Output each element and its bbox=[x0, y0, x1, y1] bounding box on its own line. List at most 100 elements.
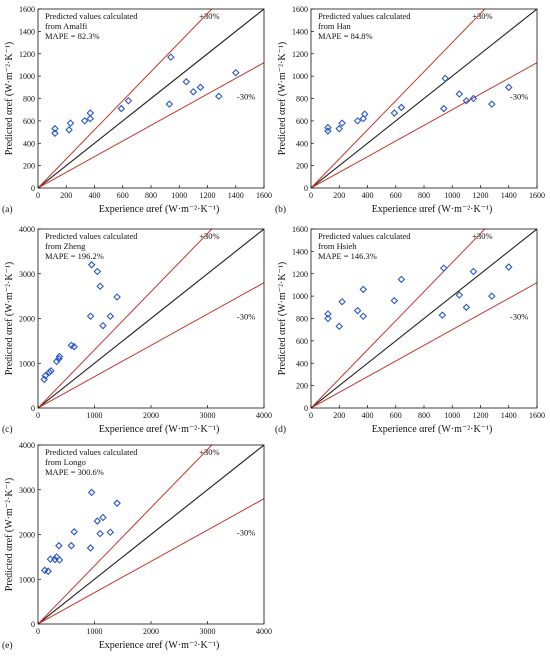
y-tick-label: 1000 bbox=[292, 72, 308, 81]
data-point bbox=[324, 314, 332, 323]
data-points bbox=[40, 261, 121, 384]
y-tick-label: 1600 bbox=[292, 5, 308, 14]
data-point bbox=[359, 312, 368, 321]
y-tick-label: 0 bbox=[31, 620, 35, 629]
x-tick-label: 600 bbox=[390, 191, 402, 200]
y-tick-label: 600 bbox=[296, 117, 308, 126]
annotation-line: Predicted values calculated bbox=[318, 11, 411, 21]
x-tick-label: 600 bbox=[117, 191, 129, 200]
data-points bbox=[324, 263, 513, 331]
x-tick-label: 0 bbox=[309, 411, 313, 420]
x-tick-label: 0 bbox=[36, 411, 40, 420]
annotation-line: Predicted values calculated bbox=[45, 231, 138, 241]
y-tick-label: 0 bbox=[31, 184, 35, 193]
data-point bbox=[231, 68, 240, 77]
reference-lines bbox=[311, 9, 537, 188]
upper-band-line bbox=[311, 9, 486, 188]
y-tick-label: 4000 bbox=[19, 441, 35, 450]
data-point bbox=[113, 293, 121, 301]
y-tick-label: 1600 bbox=[292, 225, 308, 234]
data-point bbox=[51, 129, 59, 137]
x-tick-label: 1600 bbox=[529, 191, 545, 200]
data-point bbox=[106, 528, 115, 537]
data-point bbox=[41, 372, 50, 380]
data-point bbox=[469, 94, 478, 103]
annotation-line: MAPE = 146.3% bbox=[318, 251, 377, 261]
lower-band-line bbox=[38, 62, 264, 188]
y-tick-label: 1000 bbox=[19, 575, 35, 584]
panel-label: (c) bbox=[2, 424, 13, 435]
annotation-line: from Hsieh bbox=[318, 241, 357, 251]
data-point bbox=[45, 368, 54, 376]
data-point bbox=[44, 567, 52, 575]
reference-lines bbox=[38, 9, 264, 188]
x-axis-title: Experience αref (W·m⁻²·K⁻¹) bbox=[372, 204, 493, 215]
y-tick-label: 200 bbox=[296, 162, 308, 171]
data-point bbox=[189, 88, 198, 96]
data-point bbox=[67, 541, 76, 550]
y-tick-label: 1600 bbox=[19, 5, 35, 14]
diagonal-line bbox=[38, 229, 264, 408]
annotation-line: Predicted values calculated bbox=[318, 231, 411, 241]
data-point bbox=[504, 263, 513, 271]
annotation-line: Predicted values calculated bbox=[45, 447, 138, 457]
y-tick-label: 200 bbox=[23, 162, 35, 171]
data-point bbox=[87, 488, 96, 497]
data-point bbox=[335, 124, 344, 133]
data-point bbox=[93, 267, 102, 276]
annotation-line: MAPE = 84.8% bbox=[318, 31, 373, 41]
data-point bbox=[455, 90, 464, 98]
x-tick-label: 1200 bbox=[473, 191, 489, 200]
x-tick-label: 200 bbox=[333, 411, 345, 420]
data-point bbox=[96, 529, 104, 538]
y-tick-label: 400 bbox=[23, 139, 35, 148]
x-tick-label: 1000 bbox=[444, 411, 460, 420]
y-tick-label: 1200 bbox=[292, 270, 308, 279]
data-point bbox=[324, 123, 332, 132]
data-point bbox=[390, 109, 399, 117]
data-point bbox=[439, 104, 448, 113]
data-point bbox=[196, 83, 205, 92]
data-point bbox=[47, 367, 55, 375]
annotation-line: from Longo bbox=[45, 457, 86, 467]
data-point bbox=[359, 114, 368, 123]
data-point bbox=[504, 83, 513, 92]
panel-label: (a) bbox=[2, 204, 13, 215]
x-axis-title: Experience αref (W·m⁻²·K⁻¹) bbox=[372, 424, 493, 435]
reference-lines bbox=[311, 229, 537, 408]
data-point bbox=[117, 104, 126, 113]
data-point bbox=[441, 74, 449, 83]
upper-band-label: +30% bbox=[472, 231, 492, 241]
upper-band-line bbox=[311, 229, 486, 408]
x-tick-label: 3000 bbox=[200, 627, 216, 636]
data-point bbox=[51, 555, 59, 564]
data-point bbox=[324, 127, 332, 135]
diagonal-line bbox=[38, 9, 264, 188]
y-tick-label: 600 bbox=[296, 337, 308, 346]
x-tick-label: 0 bbox=[36, 191, 40, 200]
x-tick-label: 400 bbox=[362, 411, 374, 420]
annotation-line: from Amalfi bbox=[45, 21, 88, 31]
data-point bbox=[55, 541, 63, 550]
data-point bbox=[55, 556, 64, 564]
data-point bbox=[488, 292, 496, 300]
data-point bbox=[438, 311, 447, 319]
annotation-line: MAPE = 300.6% bbox=[45, 467, 104, 477]
x-tick-label: 2000 bbox=[143, 411, 159, 420]
y-tick-label: 3000 bbox=[19, 486, 35, 495]
y-tick-label: 1000 bbox=[19, 359, 35, 368]
y-tick-label: 600 bbox=[23, 117, 35, 126]
x-tick-label: 1200 bbox=[473, 411, 489, 420]
y-axis-title: Predicted αref (W·m⁻²·K⁻¹) bbox=[4, 42, 15, 155]
x-axis-title: Experience αref (W·m⁻²·K⁻¹) bbox=[99, 204, 220, 215]
upper-band-label: +30% bbox=[199, 447, 219, 457]
data-point bbox=[359, 285, 368, 294]
upper-band-label: +30% bbox=[472, 11, 492, 21]
x-tick-label: 400 bbox=[362, 191, 374, 200]
y-axis-title: Predicted αref (W·m⁻²·K⁻¹) bbox=[4, 262, 15, 375]
diagonal-line bbox=[311, 229, 537, 408]
y-tick-label: 0 bbox=[304, 184, 308, 193]
diagonal-line bbox=[311, 9, 537, 188]
data-point bbox=[87, 261, 96, 269]
lower-band-line bbox=[311, 282, 537, 408]
